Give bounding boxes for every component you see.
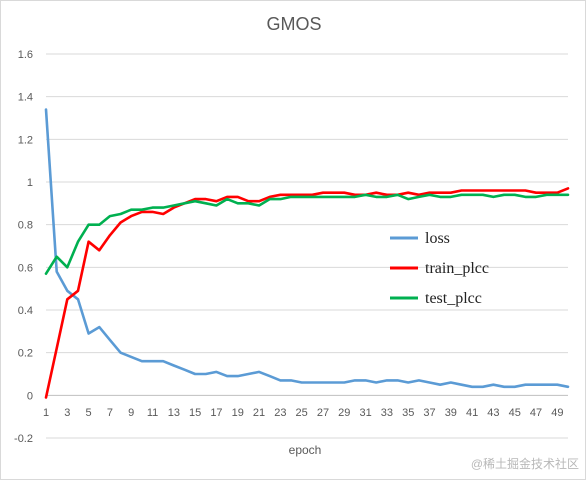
x-tick-label: 49 [551,407,563,419]
x-tick-label: 47 [530,407,542,419]
x-tick-label: 25 [296,407,308,419]
legend-label-test-plcc: test_plcc [425,290,482,307]
gridlines [46,53,568,439]
x-tick-label: 7 [107,407,113,419]
x-axis-ticks: 1 3 5 7 9 11 13 15 17 19 21 23 25 27 29 31 33 35 37 39 41 43 4… [43,407,564,419]
x-tick-label: 35 [402,407,414,419]
watermark: @稀土掘金技术社区 [471,456,579,471]
x-tick-label: 45 [509,407,521,419]
x-tick-label: 31 [359,407,371,419]
x-tick-label: 23 [274,407,286,419]
y-tick-label: 0.2 [18,348,33,360]
x-tick-label: 39 [445,407,457,419]
y-tick-label: 0.6 [18,262,33,274]
x-tick-label: 17 [210,407,222,419]
y-axis-ticks: -0.2 0 0.2 0.4 0.6 0.8 1 1.2 1.4 1.6 [14,49,33,445]
x-tick-label: 27 [317,407,329,419]
legend-label-loss: loss [425,230,450,247]
x-axis-label: epoch [289,443,322,457]
x-tick-label: 19 [232,407,244,419]
x-tick-label: 1 [43,407,49,419]
x-tick-label: 11 [147,407,158,419]
x-tick-label: 21 [253,407,265,419]
x-tick-label: 33 [381,407,393,419]
x-tick-label: 5 [86,407,92,419]
legend-label-train-plcc: train_plcc [425,260,489,277]
x-tick-label: 37 [423,407,435,419]
series-lines [44,108,570,399]
series-line-loss [44,108,570,389]
y-tick-label: 0 [27,390,33,402]
series-line-test-plcc [44,193,570,276]
y-tick-label: 1.2 [18,134,33,146]
y-tick-label: 1.4 [18,92,33,104]
y-tick-label: 1.6 [18,49,33,61]
x-tick-label: 9 [128,407,134,419]
x-tick-label: 43 [487,407,499,419]
x-tick-label: 41 [466,407,478,419]
x-tick-label: 29 [338,407,350,419]
x-tick-label: 3 [64,407,70,419]
x-tick-label: 15 [189,407,201,419]
series-line-train-plcc [44,187,570,399]
y-tick-label: 0.8 [18,220,33,232]
y-tick-label: -0.2 [14,433,33,445]
y-tick-label: 1 [27,177,33,189]
y-tick-label: 0.4 [18,305,33,317]
legend: loss train_plcc test_plcc [390,230,489,307]
chart-title: GMOS [266,14,321,34]
x-tick-label: 13 [168,407,180,419]
